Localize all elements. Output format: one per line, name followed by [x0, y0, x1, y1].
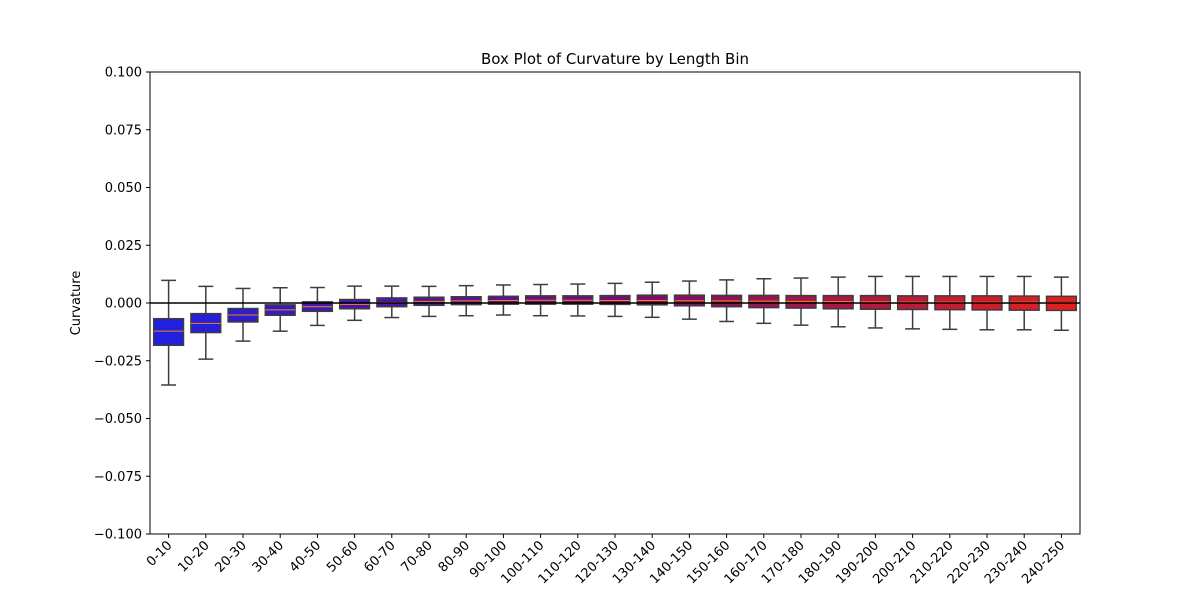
box-110-120	[562, 283, 594, 317]
box-100-110	[524, 283, 557, 317]
box-90-100	[487, 284, 520, 316]
boxes-layer	[150, 275, 1080, 386]
chart-title: Box Plot of Curvature by Length Bin	[481, 50, 749, 68]
box-10-20	[190, 285, 222, 360]
y-tick-label: 0.000	[105, 297, 142, 312]
y-ticks-layer: −0.100 −0.075 −0.050 −0.025 0.000 0.025 0.050 0…	[94, 66, 150, 543]
y-tick-label: 0.025	[105, 239, 142, 254]
box-iqr	[822, 294, 854, 310]
box-0-10	[152, 279, 185, 386]
y-tick-label: 0.100	[105, 66, 142, 81]
y-tick-label: −0.025	[94, 354, 142, 369]
box-iqr	[152, 317, 185, 347]
box-120-130	[599, 282, 631, 318]
box-170-180	[785, 277, 817, 326]
box-20-30	[227, 287, 259, 342]
box-140-150	[673, 280, 706, 320]
y-tick-label: −0.100	[94, 528, 142, 543]
y-tick-label: 0.075	[105, 123, 142, 138]
y-tick-label: −0.050	[94, 412, 142, 427]
y-tick-label: 0.050	[105, 181, 142, 196]
y-axis-label: Curvature	[69, 271, 84, 336]
box-70-80	[413, 285, 445, 318]
box-50-60	[338, 285, 371, 322]
box-150-160	[710, 279, 743, 323]
box-130-140	[636, 281, 668, 319]
box-160-170	[748, 277, 780, 325]
box-30-40	[264, 287, 296, 332]
y-tick-label: −0.075	[94, 470, 142, 485]
box-80-90	[450, 284, 482, 317]
box-180-190	[822, 276, 854, 328]
box-40-50	[301, 286, 334, 327]
